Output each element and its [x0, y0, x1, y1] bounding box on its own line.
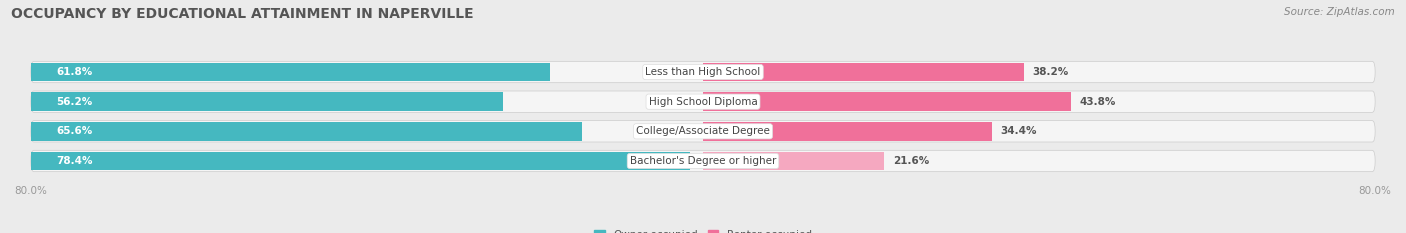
Text: 61.8%: 61.8%: [56, 67, 93, 77]
Text: 34.4%: 34.4%: [1001, 126, 1036, 136]
FancyBboxPatch shape: [31, 150, 1375, 172]
Bar: [31, 63, 550, 81]
Text: 65.6%: 65.6%: [56, 126, 93, 136]
Bar: [703, 152, 884, 170]
Text: Bachelor's Degree or higher: Bachelor's Degree or higher: [630, 156, 776, 166]
Text: 38.2%: 38.2%: [1032, 67, 1069, 77]
Text: OCCUPANCY BY EDUCATIONAL ATTAINMENT IN NAPERVILLE: OCCUPANCY BY EDUCATIONAL ATTAINMENT IN N…: [11, 7, 474, 21]
Legend: Owner-occupied, Renter-occupied: Owner-occupied, Renter-occupied: [591, 226, 815, 233]
Bar: [31, 93, 503, 111]
Text: 21.6%: 21.6%: [893, 156, 929, 166]
Text: Source: ZipAtlas.com: Source: ZipAtlas.com: [1284, 7, 1395, 17]
Bar: [31, 152, 689, 170]
Bar: [703, 93, 1071, 111]
FancyBboxPatch shape: [31, 91, 1375, 112]
Bar: [703, 63, 1024, 81]
Text: 78.4%: 78.4%: [56, 156, 93, 166]
Text: 56.2%: 56.2%: [56, 97, 93, 107]
Text: College/Associate Degree: College/Associate Degree: [636, 126, 770, 136]
FancyBboxPatch shape: [31, 121, 1375, 142]
Bar: [31, 122, 582, 140]
Text: 43.8%: 43.8%: [1080, 97, 1116, 107]
FancyBboxPatch shape: [31, 61, 1375, 83]
Bar: [703, 122, 993, 140]
Text: High School Diploma: High School Diploma: [648, 97, 758, 107]
Text: Less than High School: Less than High School: [645, 67, 761, 77]
